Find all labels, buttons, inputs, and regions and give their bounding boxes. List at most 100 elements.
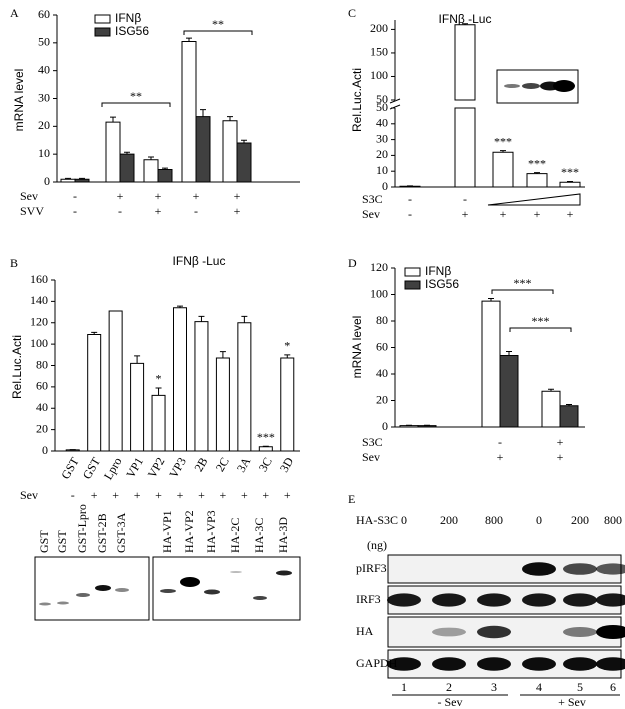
band [57, 601, 69, 605]
dose-label: 200 [440, 513, 458, 527]
significance: *** [514, 276, 532, 290]
lane-label: GST-2B [95, 513, 109, 553]
error-bar [110, 116, 116, 123]
significance: ** [212, 17, 224, 31]
unit-label: (ng) [367, 538, 387, 552]
legend-swatch [94, 27, 111, 37]
band [432, 627, 466, 637]
band [596, 657, 625, 671]
bar [417, 425, 437, 428]
panel-letter: D [348, 256, 357, 270]
lane-label: GST-Lpro [75, 504, 89, 553]
condition-value: - [408, 192, 412, 206]
error-bar [198, 315, 205, 322]
bar [526, 173, 548, 188]
significance: *** [257, 430, 275, 444]
band [387, 593, 421, 607]
bar [399, 425, 419, 428]
y-tick-label: 80 [36, 357, 48, 371]
significance-bracket [183, 30, 253, 35]
condition-value: - [118, 204, 122, 218]
y-tick-label: 30 [376, 131, 388, 145]
lane-label: HA-VP2 [182, 510, 196, 553]
condition-value: + [241, 488, 248, 502]
legend-swatch [404, 280, 421, 290]
y-tick-label: 150 [370, 45, 388, 59]
error-bar [548, 388, 554, 392]
lane-number: 4 [536, 680, 542, 694]
significance: *** [494, 134, 512, 148]
bar [222, 120, 238, 183]
y-tick-label: 120 [370, 260, 388, 274]
y-tick-label: 80 [376, 313, 388, 327]
band [553, 80, 575, 92]
x-tick-label: 3C [256, 455, 275, 474]
band [563, 563, 597, 575]
bar [157, 168, 173, 183]
y-tick-label: 160 [30, 272, 48, 286]
band [95, 585, 111, 591]
lane-label: HA-2C [228, 518, 242, 553]
y-tick-label: 200 [370, 21, 388, 35]
bar [119, 153, 135, 183]
significance-bracket [101, 102, 171, 107]
dose-wedge [487, 193, 581, 206]
y-tick-label: 40 [36, 400, 48, 414]
bar [541, 390, 561, 428]
lane-number: 1 [401, 680, 407, 694]
bar [559, 181, 581, 188]
y-tick-label: 20 [36, 421, 48, 435]
dose-label: 800 [485, 513, 503, 527]
condition-value: - [408, 207, 412, 221]
lane-label: GST [55, 530, 69, 553]
axis-break [389, 98, 401, 104]
significance-bracket [509, 327, 572, 332]
condition-value: + [220, 488, 227, 502]
y-tick-label: 50 [376, 100, 388, 114]
y-tick-label: 0 [382, 419, 388, 433]
error-bar [91, 331, 98, 335]
chart-title: IFNβ -Luc [439, 12, 492, 26]
y-tick-label: 140 [30, 293, 48, 307]
error-bar [488, 297, 494, 302]
error-bar [65, 177, 71, 180]
bar [181, 40, 197, 183]
condition-name: S3C [362, 192, 383, 206]
lane-label: HA-3D [276, 517, 290, 553]
bar [258, 446, 273, 452]
condition-value: - [463, 192, 467, 206]
lane-number: 6 [610, 680, 616, 694]
condition-value: - [71, 488, 75, 502]
band [115, 588, 129, 592]
blot-right [152, 556, 301, 621]
condition-value: - [498, 435, 502, 449]
condition-value: + [557, 435, 564, 449]
error-bar [567, 180, 573, 183]
bar [236, 142, 252, 183]
band [432, 657, 466, 671]
band [387, 657, 421, 671]
bar [195, 116, 211, 183]
band [504, 84, 520, 88]
condition-value: + [462, 207, 469, 221]
condition-value: + [117, 189, 124, 203]
error-bar [566, 403, 572, 406]
bar [499, 354, 519, 428]
row-label: GAPDH [356, 656, 398, 670]
blot-left [34, 556, 150, 621]
error-bar [241, 315, 248, 323]
row-label: IRF3 [356, 592, 381, 606]
y-tick-label: 40 [38, 62, 50, 76]
lane-label: GST-3A [114, 512, 128, 553]
bar [280, 357, 295, 452]
band [160, 589, 176, 593]
y-tick-label: 20 [376, 392, 388, 406]
band [432, 593, 466, 607]
bar [194, 321, 209, 452]
panel-letter: C [348, 6, 356, 20]
condition-value: - [73, 189, 77, 203]
x-tick-label: 3D [277, 455, 297, 475]
bar [143, 159, 159, 183]
significance: * [156, 372, 162, 386]
